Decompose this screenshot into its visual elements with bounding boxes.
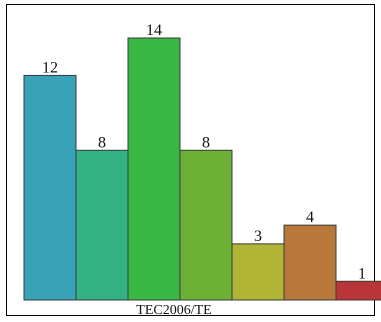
bar-value-label-5: 3 bbox=[254, 228, 262, 245]
bar-value-label-6: 4 bbox=[306, 209, 314, 226]
bar-value-label-1: 12 bbox=[42, 59, 58, 76]
bar-value-label-4: 8 bbox=[202, 134, 210, 151]
bar-2 bbox=[75, 149, 129, 301]
bar-5 bbox=[231, 243, 285, 301]
bar-7 bbox=[335, 280, 381, 301]
bar-3 bbox=[127, 37, 181, 301]
bar-value-label-3: 14 bbox=[146, 22, 162, 39]
bar-value-label-2: 8 bbox=[98, 134, 106, 151]
bars-layer bbox=[23, 37, 381, 301]
data-labels-layer: 12 8 14 8 3 4 1 bbox=[42, 22, 366, 282]
bar-4 bbox=[179, 149, 233, 301]
x-axis-label: TEC2006/TE bbox=[136, 303, 211, 318]
bar-6 bbox=[283, 224, 337, 301]
bar-1 bbox=[23, 74, 77, 301]
bar-value-label-7: 1 bbox=[358, 265, 366, 282]
